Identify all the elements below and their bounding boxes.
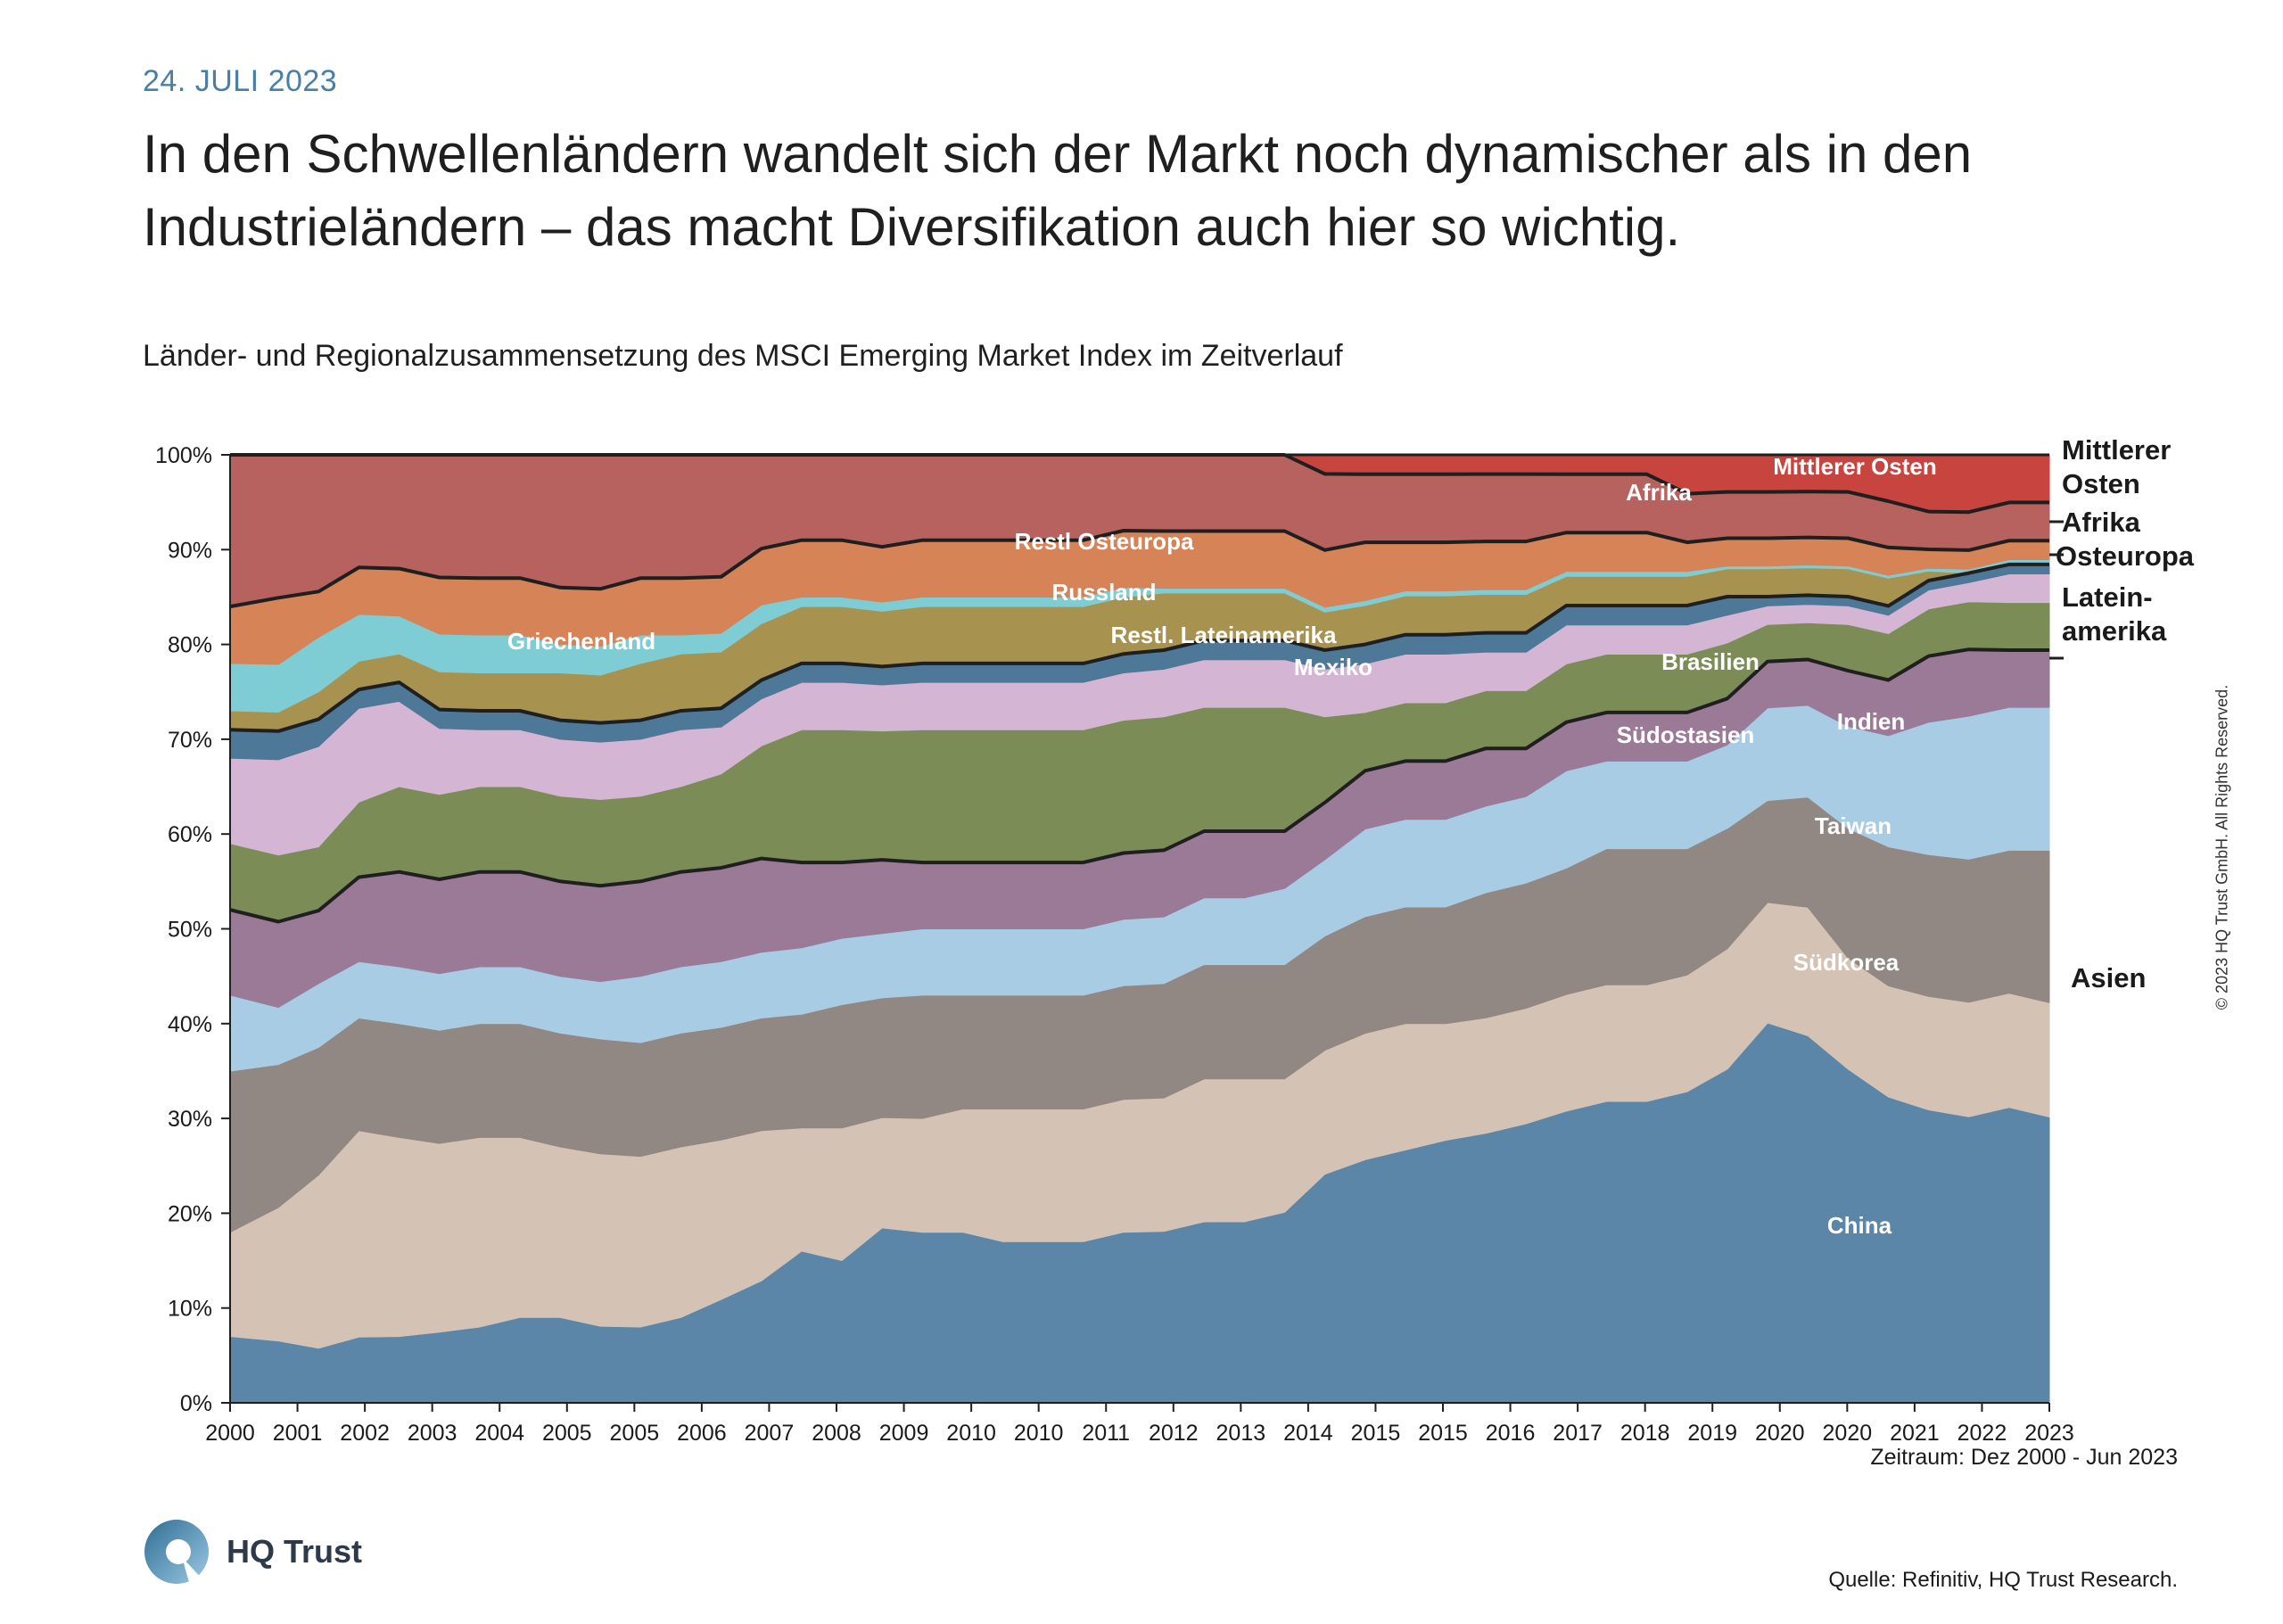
region-label-afrika: Afrika xyxy=(2062,507,2141,538)
area-label-sudostasien: Südostasien xyxy=(1617,721,1755,748)
area-label-brasilien: Brasilien xyxy=(1661,648,1760,675)
x-tick-label: 2002 xyxy=(340,1421,390,1446)
x-tick-label: 2005 xyxy=(542,1421,592,1446)
boundary-line-restl-lateinamerika xyxy=(229,562,2049,733)
x-tick-label: 2001 xyxy=(273,1421,323,1446)
hq-trust-logo: HQ Trust xyxy=(143,1518,362,1586)
x-tick-label: 2016 xyxy=(1486,1421,1536,1446)
area-label-mittlerer-osten: Mittlerer Osten xyxy=(1773,453,1937,480)
chart-subtitle: Länder- und Regionalzusammensetzung des … xyxy=(143,339,1343,373)
y-tick-label: 90% xyxy=(168,538,212,563)
x-tick-label: 2010 xyxy=(1014,1421,1064,1446)
y-tick-label: 30% xyxy=(168,1107,212,1132)
x-tick-label: 2009 xyxy=(879,1421,929,1446)
region-label-mittlerer-osten: Mittlerer Osten xyxy=(2062,434,2171,499)
region-label-osteuropa: Osteuropa xyxy=(2056,540,2195,572)
area-label-griechenland: Griechenland xyxy=(507,628,655,655)
logo-text: HQ Trust xyxy=(227,1533,363,1570)
area-label-mexiko: Mexiko xyxy=(1294,654,1372,680)
x-tick-label: 2010 xyxy=(946,1421,996,1446)
x-tick-label: 2005 xyxy=(610,1421,660,1446)
x-tick-label: 2011 xyxy=(1082,1421,1130,1446)
region-label-asien: Asien xyxy=(2071,962,2146,993)
x-tick-label: 2021 xyxy=(1890,1421,1940,1446)
x-tick-label: 2000 xyxy=(205,1421,255,1446)
x-tick-label: 2019 xyxy=(1687,1421,1737,1446)
y-tick-label: 80% xyxy=(168,633,212,658)
x-tick-label: 2015 xyxy=(1351,1421,1401,1446)
area-label-restl-lateinamerika: Restl. Lateinamerika xyxy=(1111,622,1337,648)
y-tick-label: 0% xyxy=(180,1391,212,1416)
region-label-line: Osten xyxy=(2062,468,2140,499)
x-tick-label: 2015 xyxy=(1418,1421,1468,1446)
area-label-russland: Russland xyxy=(1051,579,1156,606)
x-tick-label: 2006 xyxy=(677,1421,727,1446)
y-tick-label: 50% xyxy=(168,918,212,943)
area-label-indien: Indien xyxy=(1837,708,1906,735)
x-tick-label: 2022 xyxy=(1957,1421,2007,1446)
x-tick-label: 2004 xyxy=(474,1421,524,1446)
y-tick-label: 40% xyxy=(168,1012,212,1037)
source-note: Quelle: Refinitiv, HQ Trust Research. xyxy=(1828,1568,2178,1592)
region-label-line: amerika xyxy=(2062,615,2167,647)
area-label-china: China xyxy=(1827,1212,1892,1239)
x-tick-label: 2023 xyxy=(2024,1421,2074,1446)
page-headline: In den Schwellenländern wandelt sich der… xyxy=(143,124,1973,257)
x-tick-label: 2003 xyxy=(408,1421,457,1446)
x-tick-label: 2012 xyxy=(1149,1421,1199,1446)
x-tick-label: 2020 xyxy=(1755,1421,1805,1446)
y-tick-label: 10% xyxy=(168,1297,212,1322)
x-tick-label: 2020 xyxy=(1823,1421,1873,1446)
x-tick-label: 2014 xyxy=(1283,1421,1333,1446)
boundary-line-sudostasien xyxy=(229,647,2049,924)
region-label-line: Mittlerer xyxy=(2062,434,2171,466)
copyright-notice: © 2023 HQ Trust GmbH. All Rights Reserve… xyxy=(2213,684,2231,1010)
area-label-sudkorea: Südkorea xyxy=(1793,949,1900,976)
x-tick-label: 2017 xyxy=(1553,1421,1603,1446)
y-tick-label: 100% xyxy=(155,443,212,468)
y-tick-label: 60% xyxy=(168,822,212,847)
region-label-line: Latein- xyxy=(2062,581,2153,613)
hq-trust-logo-icon xyxy=(144,1520,209,1584)
area-label-afrika: Afrika xyxy=(1626,479,1692,506)
period-note: Zeitraum: Dez 2000 - Jun 2023 xyxy=(1870,1445,2178,1470)
area-label-restl-osteuropa: Restl Osteuropa xyxy=(1015,528,1194,555)
x-tick-label: 2008 xyxy=(812,1421,861,1446)
boundary-line-restl-osteuropa xyxy=(229,529,2049,609)
area-label-taiwan: Taiwan xyxy=(1815,812,1892,839)
region-label-latein-amerika: Latein-amerika xyxy=(2062,581,2167,647)
x-tick-label: 2018 xyxy=(1620,1421,1670,1446)
y-tick-label: 20% xyxy=(168,1201,212,1226)
report-date: 24. JULI 2023 xyxy=(143,64,338,98)
x-tick-label: 2007 xyxy=(745,1421,795,1446)
x-tick-label: 2013 xyxy=(1216,1421,1266,1446)
y-tick-label: 70% xyxy=(168,728,212,753)
